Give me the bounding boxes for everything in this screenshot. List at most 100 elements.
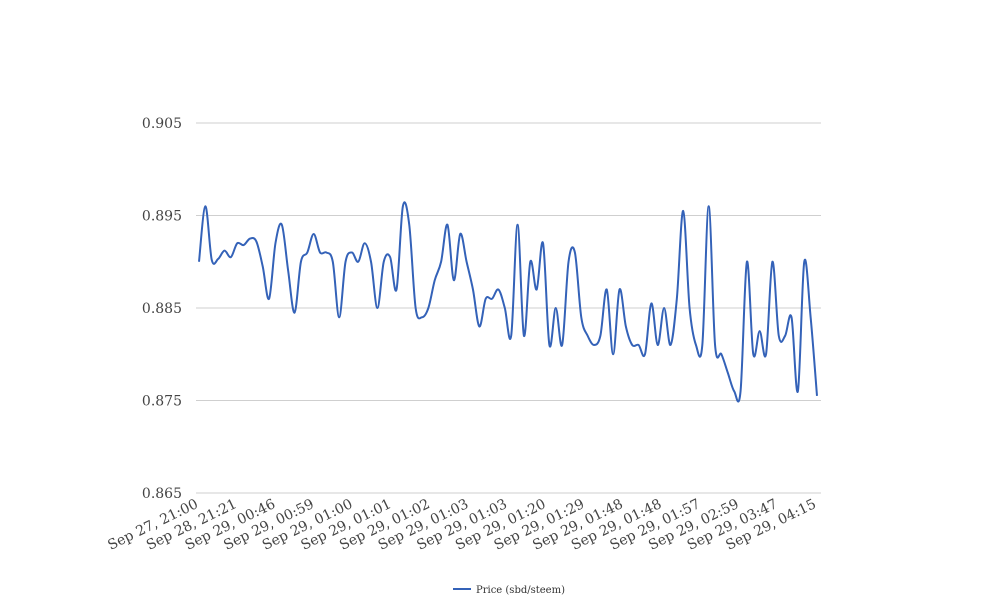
data-point: [415, 307, 417, 309]
data-point: [332, 261, 334, 263]
data-point: [740, 390, 742, 392]
data-point: [434, 279, 436, 281]
data-point: [306, 252, 308, 254]
data-point: [402, 205, 404, 207]
y-axis-tick-labels: 0.865 0.875 0.885 0.895 0.905: [142, 116, 182, 502]
data-point: [638, 344, 640, 346]
data-point: [657, 344, 659, 346]
legend-label-price: Price (sbd/steem): [476, 585, 565, 596]
data-point: [810, 316, 812, 318]
data-point: [345, 261, 347, 263]
data-point: [542, 242, 544, 244]
data-point: [351, 252, 353, 254]
data-point: [548, 344, 550, 346]
data-point: [446, 224, 448, 226]
data-point: [797, 390, 799, 392]
y-tick-label: 0.885: [142, 301, 182, 317]
data-point: [294, 312, 296, 314]
data-point: [561, 344, 563, 346]
data-point: [727, 372, 729, 374]
data-point: [274, 242, 276, 244]
data-point: [593, 344, 595, 346]
data-point: [204, 205, 206, 207]
y-tick-label: 0.865: [142, 486, 182, 502]
data-point: [300, 261, 302, 263]
data-point: [485, 298, 487, 300]
data-point: [618, 289, 620, 291]
data-point: [701, 344, 703, 346]
y-tick-label: 0.905: [142, 116, 182, 132]
data-point: [663, 307, 665, 309]
data-point: [708, 205, 710, 207]
data-point: [733, 390, 735, 392]
data-point: [771, 261, 773, 263]
data-point: [504, 307, 506, 309]
grid-lines: [196, 122, 821, 494]
data-point: [211, 259, 213, 261]
data-point: [236, 242, 238, 244]
data-point: [625, 326, 627, 328]
data-point: [262, 265, 264, 267]
data-point: [720, 353, 722, 355]
data-point: [287, 270, 289, 272]
data-point: [631, 344, 633, 346]
data-point: [580, 316, 582, 318]
data-point: [510, 335, 512, 337]
data-point: [568, 261, 570, 263]
data-point: [383, 261, 385, 263]
data-point: [440, 261, 442, 263]
data-point: [325, 252, 327, 254]
data-point: [281, 224, 283, 226]
data-point: [791, 316, 793, 318]
data-point: [243, 244, 245, 246]
data-point: [536, 289, 538, 291]
data-point: [650, 302, 652, 304]
data-point: [389, 256, 391, 258]
data-point: [421, 316, 423, 318]
data-point: [612, 353, 614, 355]
data-point: [765, 353, 767, 355]
data-point: [803, 261, 805, 263]
data-point: [268, 298, 270, 300]
data-point: [682, 210, 684, 212]
data-point: [198, 261, 200, 263]
data-point: [313, 233, 315, 235]
data-point: [427, 307, 429, 309]
data-point: [778, 335, 780, 337]
data-point: [472, 289, 474, 291]
data-point: [357, 261, 359, 263]
data-point: [523, 335, 525, 337]
data-point: [784, 335, 786, 337]
data-point: [555, 307, 557, 309]
data-point: [255, 240, 257, 242]
data-point: [816, 395, 818, 397]
data-point: [676, 298, 678, 300]
y-tick-label: 0.895: [142, 209, 182, 225]
data-point: [459, 233, 461, 235]
data-point: [338, 316, 340, 318]
data-point: [223, 250, 225, 252]
series-lines: [198, 201, 818, 403]
data-point: [599, 335, 601, 337]
data-point: [396, 289, 398, 291]
data-point: [491, 298, 493, 300]
data-point: [759, 330, 761, 332]
data-point: [574, 252, 576, 254]
data-point: [249, 238, 251, 240]
data-point: [478, 326, 480, 328]
data-point: [689, 307, 691, 309]
data-point: [606, 289, 608, 291]
data-point: [529, 261, 531, 263]
data-point: [644, 353, 646, 355]
data-point: [364, 242, 366, 244]
y-tick-label: 0.875: [142, 394, 182, 410]
data-point: [453, 279, 455, 281]
data-point: [517, 224, 519, 226]
data-point: [217, 258, 219, 260]
data-point: [669, 344, 671, 346]
data-point: [714, 344, 716, 346]
data-point: [587, 335, 589, 337]
data-point: [695, 344, 697, 346]
